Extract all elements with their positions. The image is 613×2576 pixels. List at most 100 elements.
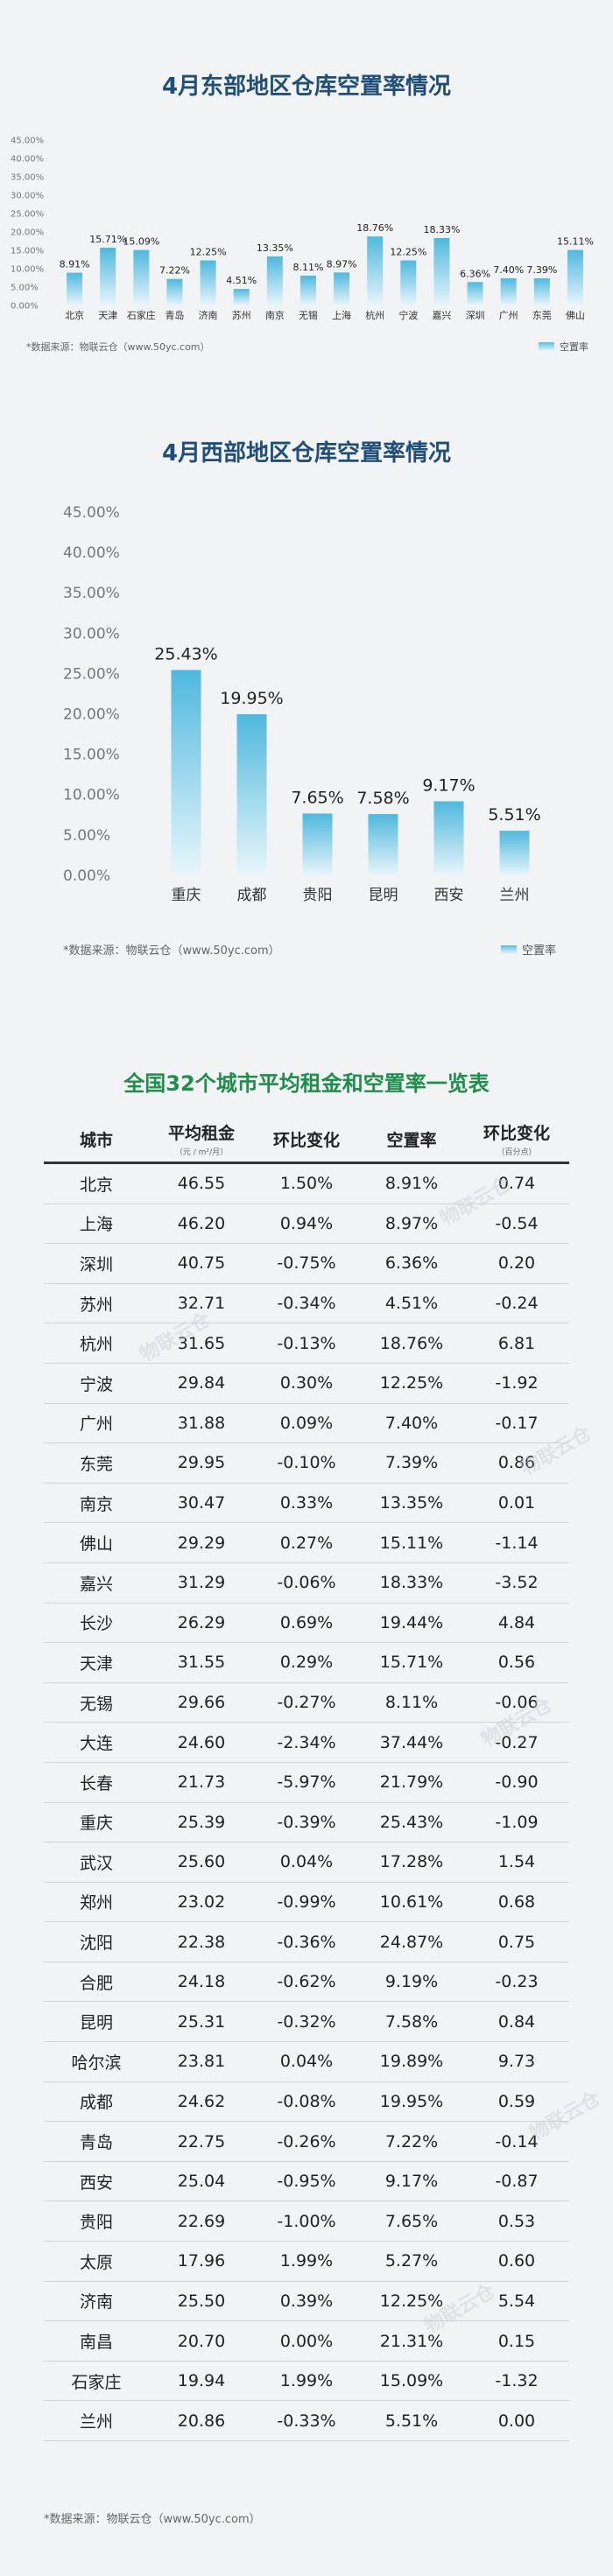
bar-value-label: 7.22% — [159, 265, 190, 277]
table-row: 太原 17.96 1.99% 5.27% 0.60 — [44, 2241, 569, 2282]
table-cell: 40.75 — [149, 1243, 254, 1284]
table-cell: 0.39% — [254, 2281, 359, 2322]
table-cell: -1.00% — [254, 2200, 359, 2243]
table-cell: 23.02 — [149, 1882, 254, 1923]
category-label: 宁波 — [398, 309, 418, 321]
bar-value-label: 12.25% — [390, 247, 426, 258]
table-row: 南昌 20.70 0.00% 21.31% 0.15 — [44, 2320, 569, 2362]
table-cell: 6.81 — [464, 1323, 569, 1364]
table-row: 天津 31.55 0.29% 15.71% 0.56 — [44, 1642, 569, 1683]
west-legend-label: 空置率 — [522, 944, 557, 958]
category-label: 无锡 — [299, 309, 318, 321]
table-cell: -0.08% — [254, 2081, 359, 2123]
category-label: 西安 — [434, 887, 464, 904]
category-label: 济南 — [199, 309, 218, 321]
y-tick-label: 40.00% — [63, 544, 120, 562]
table-cell: 0.75 — [464, 1921, 569, 1962]
table-cell: 17.96 — [149, 2241, 254, 2282]
table-row: 石家庄 19.94 1.99% 15.09% -1.32 — [44, 2361, 569, 2402]
table-cell: 25.31 — [149, 2001, 254, 2043]
table-cell: 24.60 — [149, 1722, 254, 1763]
table-cell: 5.51% — [359, 2400, 464, 2441]
category-label: 南京 — [265, 309, 285, 321]
table-cell: 22.38 — [149, 1921, 254, 1962]
bar-value-label: 19.95% — [220, 689, 283, 708]
table-cell: 南京 — [44, 1483, 149, 1524]
bar — [302, 813, 333, 875]
y-tick-label: 35.00% — [63, 585, 120, 602]
table-cell: 宁波 — [44, 1363, 149, 1404]
category-label: 天津 — [98, 310, 117, 321]
table-cell: 东莞 — [44, 1442, 149, 1484]
table-cell: 19.44% — [359, 1603, 464, 1644]
table-cell: 深圳 — [44, 1243, 149, 1284]
y-tick-label: 15.00% — [11, 247, 44, 256]
table-row: 长沙 26.29 0.69% 19.44% 4.84 — [44, 1603, 569, 1644]
category-label: 石家庄 — [127, 309, 156, 321]
table-row: 苏州 32.71 -0.34% 4.51% -0.24 — [44, 1283, 569, 1324]
table-cell: 17.28% — [359, 1842, 464, 1883]
table-row: 沈阳 22.38 -0.36% 24.87% 0.75 — [44, 1921, 569, 1962]
col-rent-change: 环比变化 — [254, 1116, 359, 1164]
table-cell: -0.54 — [464, 1204, 569, 1245]
y-tick-label: 20.00% — [11, 228, 44, 238]
table-row: 长春 21.73 -5.97% 21.79% -0.90 — [44, 1762, 569, 1803]
table-cell: -2.34% — [254, 1722, 359, 1763]
bar — [367, 236, 384, 305]
bar — [171, 670, 201, 875]
table-cell: -0.33% — [254, 2400, 359, 2441]
table-cell: -3.52 — [464, 1562, 569, 1604]
table-cell: 石家庄 — [44, 2361, 149, 2402]
table-cell: 0.20 — [464, 1243, 569, 1284]
table-cell: 20.86 — [149, 2400, 254, 2441]
table-cell: -0.32% — [254, 2001, 359, 2043]
table-cell: 0.27% — [254, 1522, 359, 1563]
rent-vacancy-table: 城市 平均租金 （元 / m²/月） 环比变化 空置率 环比变化 （百分点） 北京 4… — [44, 1116, 569, 2441]
bar-value-label: 12.25% — [190, 247, 227, 258]
table-cell: 佛山 — [44, 1522, 149, 1563]
col-city: 城市 — [44, 1116, 149, 1164]
table-cell: -0.27 — [464, 1722, 569, 1763]
table-cell: 25.50 — [149, 2281, 254, 2322]
table-cell: 0.69% — [254, 1603, 359, 1644]
table-cell: 32.71 — [149, 1283, 254, 1324]
table-row: 济南 25.50 0.39% 12.25% 5.54 — [44, 2281, 569, 2322]
table-cell: 15.71% — [359, 1642, 464, 1683]
table-cell: 合肥 — [44, 1962, 149, 2003]
table-cell: 兰州 — [44, 2400, 149, 2441]
table-cell: 济南 — [44, 2281, 149, 2322]
y-tick-label: 30.00% — [11, 192, 44, 201]
table-cell: -0.34% — [254, 1283, 359, 1324]
bar-value-label: 7.40% — [493, 264, 524, 276]
table-cell: -0.87 — [464, 2161, 569, 2202]
y-tick-label: 5.00% — [11, 284, 39, 293]
table-cell: 0.68 — [464, 1882, 569, 1923]
bar — [200, 260, 216, 305]
table-source-note: *数据来源：物联云仓（www.50yc.com） — [44, 2513, 261, 2526]
category-label: 东莞 — [532, 310, 552, 321]
bar-value-label: 15.71% — [89, 234, 126, 245]
table-cell: 19.94 — [149, 2361, 254, 2402]
table-row: 重庆 25.39 -0.39% 25.43% -1.09 — [44, 1802, 569, 1843]
y-tick-label: 20.00% — [63, 706, 120, 724]
table-cell: 24.62 — [149, 2081, 254, 2123]
table-row: 深圳 40.75 -0.75% 6.36% 0.20 — [44, 1243, 569, 1284]
table-cell: 大连 — [44, 1722, 149, 1763]
table-cell: 10.61% — [359, 1882, 464, 1923]
table-cell: 31.55 — [149, 1642, 254, 1683]
table-cell: 24.87% — [359, 1921, 464, 1962]
table-cell: 长春 — [44, 1762, 149, 1803]
category-label: 贵阳 — [303, 887, 333, 904]
table-title: 全国32个城市平均租金和空置率一览表 — [123, 1071, 490, 1096]
bar-value-label: 6.36% — [460, 268, 490, 279]
table-cell: 上海 — [44, 1204, 149, 1245]
bar-value-label: 4.51% — [226, 275, 257, 286]
table-cell: -0.06% — [254, 1562, 359, 1604]
bar-value-label: 18.76% — [356, 222, 393, 234]
bar-value-label: 7.65% — [291, 788, 343, 807]
table-row: 武汉 25.60 0.04% 17.28% 1.54 — [44, 1842, 569, 1883]
table-cell: 0.94% — [254, 1204, 359, 1245]
table-cell: 无锡 — [44, 1682, 149, 1723]
table-cell: 24.18 — [149, 1962, 254, 2003]
table-cell: 29.95 — [149, 1442, 254, 1484]
